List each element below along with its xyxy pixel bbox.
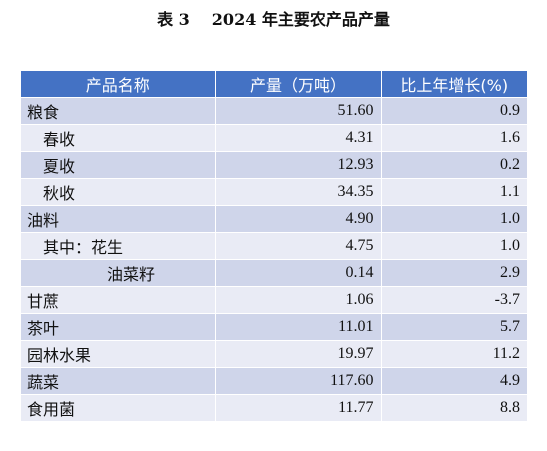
output-value: 4.90 [215,205,382,233]
growth-value: 0.2 [381,151,527,179]
product-name: 秋收 [21,178,216,206]
growth-value: 2.9 [381,259,527,287]
header-output: 产量（万吨） [215,71,382,98]
product-name: 其中：花生 [21,232,216,260]
product-name: 粮食 [21,97,216,125]
output-value: 11.77 [215,394,382,422]
header-product-name: 产品名称 [21,71,216,98]
product-name: 园林水果 [21,340,216,368]
table-title: 2024 年主要农产品产量 [211,10,390,29]
growth-value: 1.6 [381,124,527,152]
table-header-row: 产品名称 产量（万吨） 比上年增长(%) [21,71,527,98]
output-value: 0.14 [215,259,382,287]
table-row: 其中：花生 4.75 1.0 [21,232,527,260]
growth-value: 1.1 [381,178,527,206]
output-value: 4.75 [215,232,382,260]
agricultural-output-table: 产品名称 产量（万吨） 比上年增长(%) 粮食 51.60 0.9 春收 4.3… [21,71,527,422]
product-name: 甘蔗 [21,286,216,314]
product-name: 油菜籽 [21,259,216,287]
output-value: 34.35 [215,178,382,206]
growth-value: 11.2 [381,340,527,368]
growth-value: 4.9 [381,367,527,395]
growth-value: 1.0 [381,232,527,260]
growth-value: 1.0 [381,205,527,233]
table-row: 茶叶 11.01 5.7 [21,313,527,341]
table-row: 油菜籽 0.14 2.9 [21,259,527,287]
table-caption: 表 3 2024 年主要农产品产量 [0,9,547,31]
header-growth: 比上年增长(%) [381,71,527,98]
growth-value: -3.7 [381,286,527,314]
output-value: 19.97 [215,340,382,368]
table-number: 表 3 [157,10,190,29]
product-name: 春收 [21,124,216,152]
output-value: 12.93 [215,151,382,179]
output-value: 4.31 [215,124,382,152]
growth-value: 8.8 [381,394,527,422]
table-row: 甘蔗 1.06 -3.7 [21,286,527,314]
product-name: 油料 [21,205,216,233]
table-row: 粮食 51.60 0.9 [21,97,527,125]
output-value: 117.60 [215,367,382,395]
table-row: 蔬菜 117.60 4.9 [21,367,527,395]
product-name: 蔬菜 [21,367,216,395]
product-name: 茶叶 [21,313,216,341]
table-row: 油料 4.90 1.0 [21,205,527,233]
table-row: 夏收 12.93 0.2 [21,151,527,179]
product-name: 食用菌 [21,394,216,422]
growth-value: 0.9 [381,97,527,125]
table-row: 春收 4.31 1.6 [21,124,527,152]
table-row: 食用菌 11.77 8.8 [21,394,527,422]
table-row: 秋收 34.35 1.1 [21,178,527,206]
output-value: 1.06 [215,286,382,314]
growth-value: 5.7 [381,313,527,341]
output-value: 51.60 [215,97,382,125]
product-name: 夏收 [21,151,216,179]
table-row: 园林水果 19.97 11.2 [21,340,527,368]
output-value: 11.01 [215,313,382,341]
